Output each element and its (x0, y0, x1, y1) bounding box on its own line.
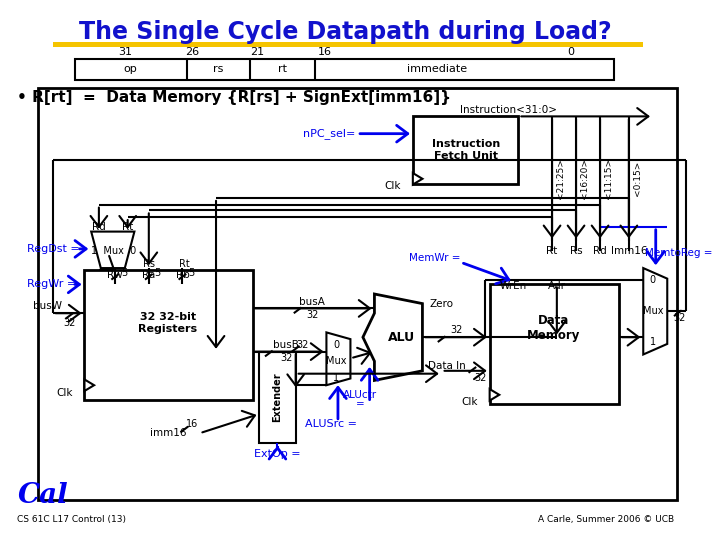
Text: MemtoReg =: MemtoReg = (645, 248, 713, 258)
Text: 16: 16 (318, 47, 331, 57)
Text: 26: 26 (185, 47, 199, 57)
Text: Clk: Clk (462, 397, 478, 408)
Text: =: = (356, 400, 364, 409)
Text: ExtOp =: ExtOp = (254, 449, 301, 460)
Text: Mux: Mux (325, 356, 346, 366)
Text: Adr: Adr (548, 281, 566, 291)
Text: RegDst =: RegDst = (27, 244, 80, 254)
Text: Rt: Rt (546, 246, 558, 256)
Text: MemWr =: MemWr = (410, 253, 461, 264)
Text: rs: rs (212, 64, 223, 75)
Bar (53, 43, 643, 48)
Text: 1: 1 (649, 337, 656, 347)
Text: Cal: Cal (17, 482, 68, 509)
Text: op: op (124, 64, 138, 75)
Text: imm16: imm16 (150, 428, 186, 438)
Text: Clk: Clk (56, 388, 73, 398)
Text: 16: 16 (186, 418, 198, 429)
Text: 32: 32 (474, 373, 486, 382)
Text: 1: 1 (333, 373, 339, 382)
Bar (413, 117, 518, 184)
Bar (490, 285, 619, 404)
Polygon shape (326, 333, 351, 385)
Bar (259, 352, 296, 443)
Bar (84, 270, 253, 400)
Text: RegWr =: RegWr = (27, 279, 76, 289)
Text: rt: rt (278, 64, 287, 75)
Text: <16:20>: <16:20> (580, 158, 589, 199)
Text: 32: 32 (280, 353, 292, 363)
Text: Instruction
Fetch Unit: Instruction Fetch Unit (431, 139, 500, 161)
Text: ALUctr: ALUctr (343, 390, 377, 400)
Text: Rd: Rd (593, 246, 607, 256)
Bar (75, 59, 614, 80)
Text: nPC_sel=: nPC_sel= (303, 128, 355, 139)
Text: Rd: Rd (92, 222, 106, 232)
Text: Rs: Rs (570, 246, 582, 256)
Bar (38, 87, 677, 501)
Text: Zero: Zero (430, 299, 454, 308)
Polygon shape (91, 232, 135, 268)
Text: Imm16: Imm16 (611, 246, 647, 256)
Text: busB: busB (273, 340, 299, 350)
Text: 32: 32 (306, 310, 318, 320)
Text: Rs: Rs (143, 259, 155, 269)
Text: WrEn: WrEn (500, 281, 527, 291)
Text: 0: 0 (333, 340, 339, 350)
Polygon shape (413, 173, 423, 185)
Text: 5: 5 (155, 268, 161, 278)
Text: Clk: Clk (384, 181, 401, 192)
Text: immediate: immediate (407, 64, 467, 75)
Text: <11:15>: <11:15> (604, 158, 613, 199)
Text: 5: 5 (188, 268, 194, 278)
Text: 32: 32 (673, 313, 686, 323)
Text: Rt: Rt (122, 222, 133, 232)
Text: The Single Cycle Datapath during Load?: The Single Cycle Datapath during Load? (79, 20, 612, 44)
Polygon shape (490, 389, 499, 401)
Polygon shape (363, 294, 423, 380)
Text: busW: busW (33, 301, 63, 312)
Text: 32: 32 (296, 340, 309, 350)
Text: A Carle, Summer 2006 © UCB: A Carle, Summer 2006 © UCB (538, 515, 674, 524)
Text: Data
Memory: Data Memory (527, 314, 580, 342)
Text: Rw: Rw (107, 270, 123, 280)
Text: 5: 5 (121, 268, 127, 278)
Text: <21:25>: <21:25> (556, 158, 565, 199)
Text: Data In: Data In (428, 361, 466, 371)
Text: 0: 0 (568, 47, 575, 57)
Text: 1  Mux  0: 1 Mux 0 (91, 246, 136, 256)
Polygon shape (643, 268, 667, 354)
Text: ALU: ALU (388, 330, 415, 343)
Text: • R[rt]  =  Data Memory {R[rs] + SignExt[imm16]}: • R[rt] = Data Memory {R[rs] + SignExt[i… (17, 90, 451, 105)
Text: ALUSrc =: ALUSrc = (305, 418, 357, 429)
Text: Rb: Rb (176, 270, 189, 280)
Text: Mux: Mux (643, 306, 663, 316)
Text: <0:15>: <0:15> (633, 161, 642, 197)
Polygon shape (84, 380, 94, 391)
Text: 0: 0 (649, 275, 656, 285)
Text: Instruction<31:0>: Instruction<31:0> (460, 105, 557, 114)
Text: 32 32-bit
Registers: 32 32-bit Registers (138, 312, 197, 334)
Text: Extender: Extender (272, 372, 282, 422)
Text: 21: 21 (251, 47, 264, 57)
Text: CS 61C L17 Control (13): CS 61C L17 Control (13) (17, 515, 126, 524)
Text: 32: 32 (63, 318, 76, 328)
Text: Ra: Ra (142, 270, 156, 280)
Text: Rt: Rt (179, 259, 189, 269)
Text: 32: 32 (450, 326, 462, 335)
Text: busA: busA (299, 296, 325, 307)
Text: 31: 31 (118, 47, 132, 57)
